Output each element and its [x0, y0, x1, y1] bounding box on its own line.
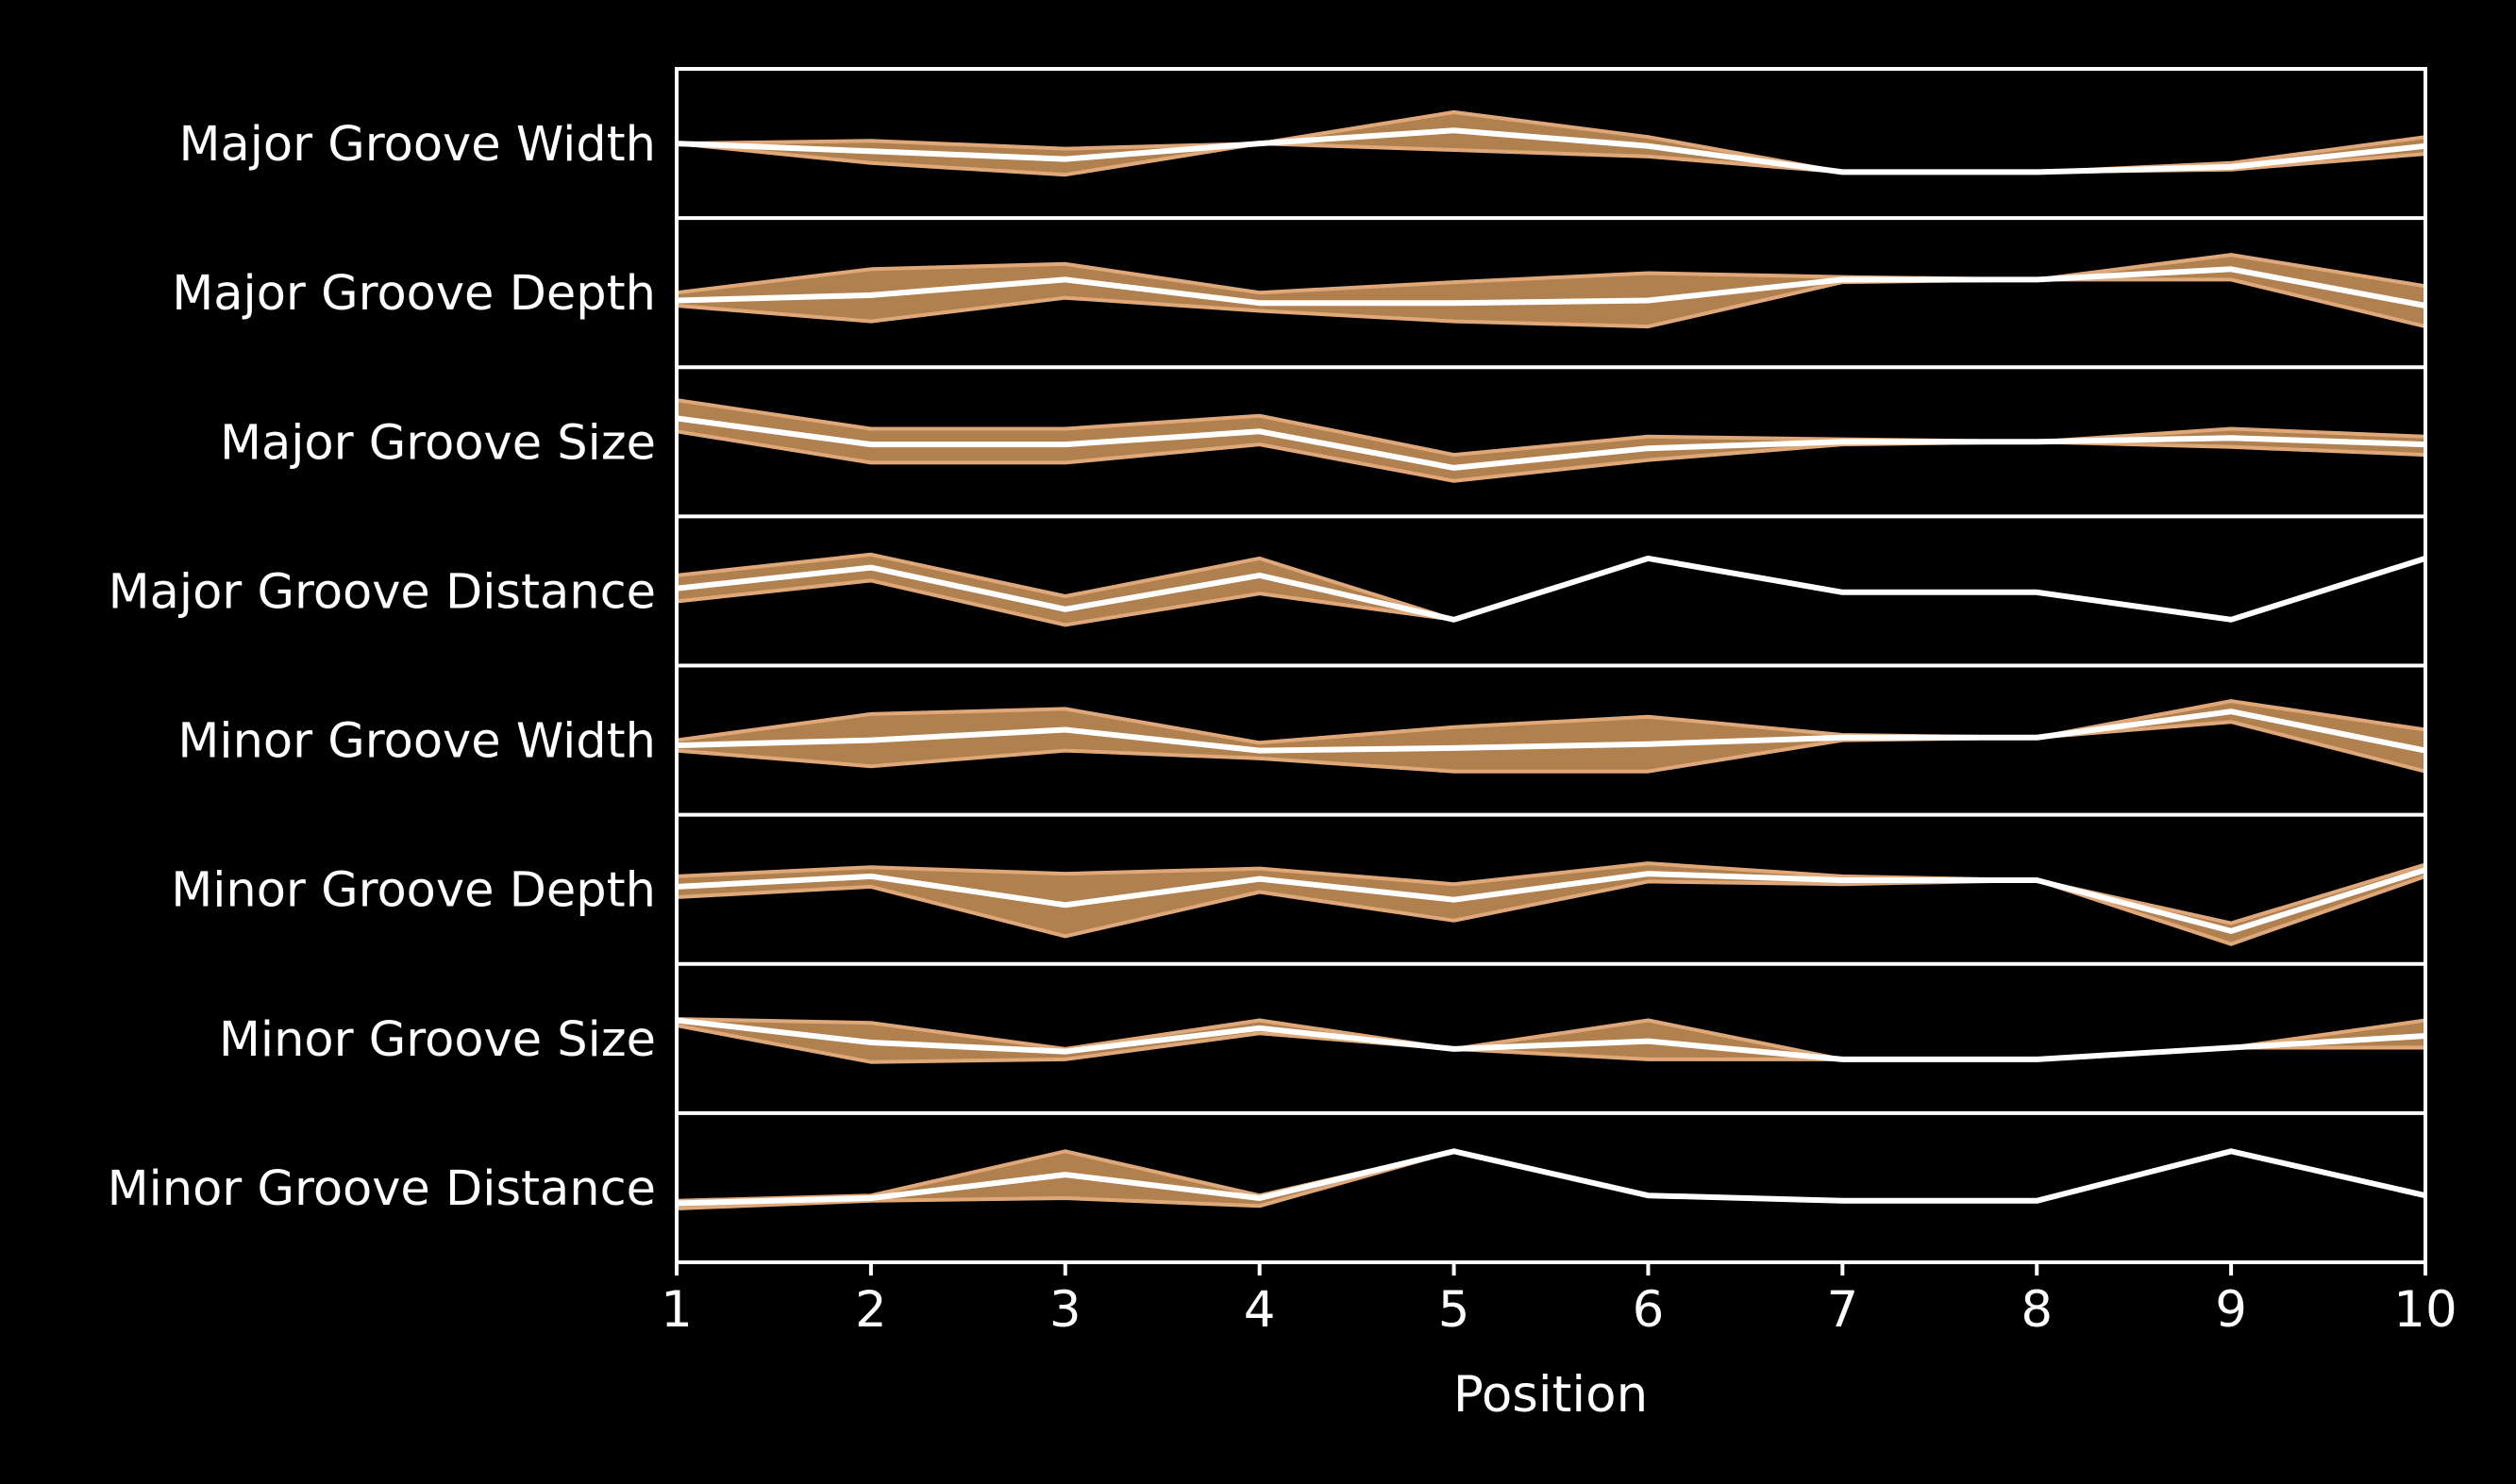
x-axis-label: Position	[1453, 1366, 1648, 1424]
panel-8: Minor Groove Distance	[108, 1148, 2427, 1217]
x-tick-label: 10	[2393, 1281, 2457, 1339]
x-tick-label: 9	[2215, 1281, 2247, 1339]
row-label: Major Groove Size	[220, 415, 656, 471]
x-tick-label: 8	[2021, 1281, 2053, 1339]
x-tick-label: 4	[1244, 1281, 1276, 1339]
mean-line	[676, 709, 2426, 754]
x-axis-ticks: 1 2 3 4 5 6 7 8 9 10	[661, 1262, 2457, 1339]
plot-frame	[675, 67, 2427, 1264]
panel-4: Major Groove Distance	[109, 552, 2427, 627]
panel-2: Major Groove Depth	[172, 253, 2427, 329]
row-label: Minor Groove Depth	[171, 863, 656, 919]
mean-line	[676, 555, 2426, 623]
row-label: Major Groove Width	[178, 117, 656, 173]
mean-line	[676, 266, 2426, 308]
mean-line	[676, 127, 2426, 175]
panel-5: Minor Groove Width	[177, 699, 2427, 774]
row-label: Minor Groove Size	[219, 1012, 656, 1068]
panels-group: Major Groove Width Major Groove Depth Majo…	[108, 109, 2427, 1217]
mean-line	[676, 1148, 2426, 1207]
x-tick-label: 1	[661, 1281, 693, 1339]
mean-line	[676, 867, 2426, 934]
axes-frame	[675, 67, 2427, 1264]
panel-3: Major Groove Size	[220, 398, 2427, 483]
mean-line	[676, 415, 2426, 471]
row-label: Major Groove Depth	[172, 266, 656, 322]
x-tick-label: 6	[1633, 1281, 1665, 1339]
x-tick-label: 2	[855, 1281, 887, 1339]
x-tick-label: 3	[1049, 1281, 1082, 1339]
row-label: Major Groove Distance	[109, 564, 656, 620]
row-label: Minor Groove Width	[177, 714, 656, 770]
mean-line	[676, 1017, 2426, 1062]
panel-7: Minor Groove Size	[219, 1012, 2427, 1068]
x-tick-label: 5	[1438, 1281, 1470, 1339]
x-tick-label: 7	[1826, 1281, 1858, 1339]
row-label: Minor Groove Distance	[108, 1161, 656, 1217]
